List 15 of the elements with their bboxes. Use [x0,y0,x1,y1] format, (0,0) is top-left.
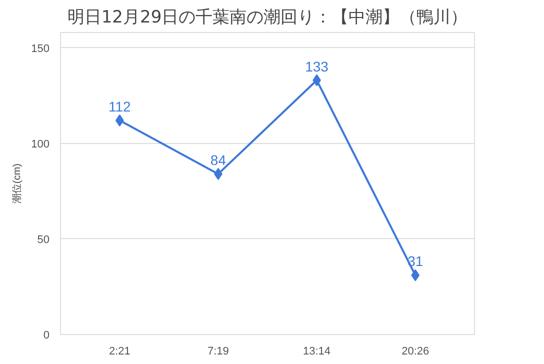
x-tick-label: 2:21 [108,346,130,358]
data-label: 84 [210,152,226,168]
point [411,269,420,282]
point [115,114,124,126]
x-tick-label: 7:19 [208,346,229,358]
x-tick-label: 13:14 [303,346,331,358]
data-label: 112 [108,98,132,114]
y-axis-title: 潮位(cm) [11,163,24,204]
chart-title: 明日12月29日の千葉南の潮回り：【中潮】（鴨川） [67,8,468,28]
y-tick-label: 150 [31,42,50,55]
y-tick-label: 100 [31,138,50,150]
data-label: 133 [305,58,329,74]
y-tick-label: 50 [37,234,50,246]
x-tick-label: 20:26 [402,346,430,358]
y-tick-label: 0 [43,330,50,342]
